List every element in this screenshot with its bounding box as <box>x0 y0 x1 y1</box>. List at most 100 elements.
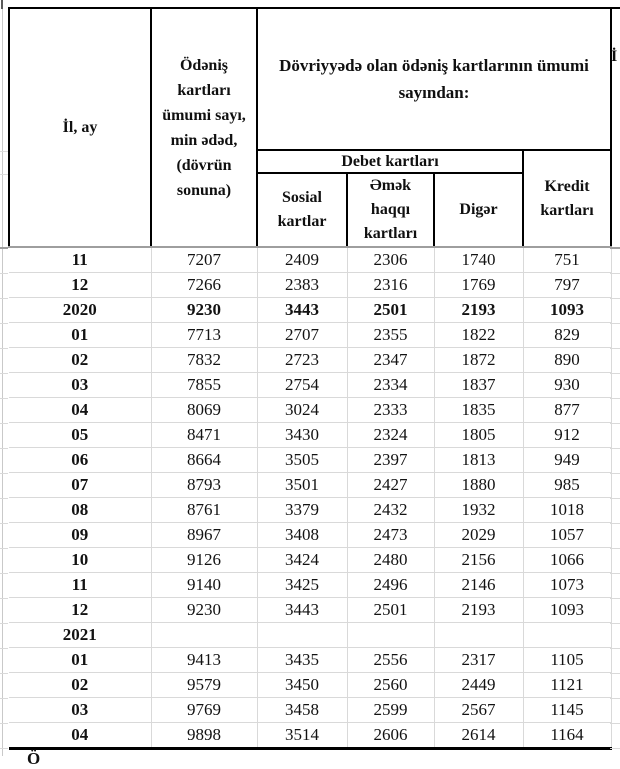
cell-value: 1105 <box>523 647 612 673</box>
table-header: İl, ay Ödəniş kartları ümumi sayı, min ə… <box>8 7 612 248</box>
payment-cards-table: İl, ay Ödəniş kartları ümumi sayı, min ə… <box>8 7 612 750</box>
cell-value: 8069 <box>151 397 258 423</box>
cell-value: 9898 <box>151 722 258 750</box>
cell-value: 2146 <box>434 572 524 598</box>
header-in-circulation-group: Dövriyyədə olan ödəniş kartlarının ümumi… <box>256 7 612 151</box>
cell-value: 3435 <box>257 647 348 673</box>
cell-value: 3501 <box>257 472 348 498</box>
cell-value: 797 <box>523 272 612 298</box>
table-row: 11 9140 3425 2496 2146 1073 <box>9 572 612 598</box>
table-row: 11 7207 2409 2306 1740 751 <box>9 247 612 273</box>
header-social-cards: Sosial kartlar <box>256 172 348 248</box>
clipped-next-column-text: İ <box>611 48 618 65</box>
row-label: 10 <box>9 547 152 573</box>
cell-value: 7266 <box>151 272 258 298</box>
header-total-cards: Ödəniş kartları ümumi sayı, min ədəd, (d… <box>150 7 258 248</box>
cell-value: 2567 <box>434 697 524 723</box>
cell-value: 2449 <box>434 672 524 698</box>
cell-value: 877 <box>523 397 612 423</box>
cell-value: 1740 <box>434 247 524 273</box>
cell-value: 2496 <box>347 572 435 598</box>
cell-value: 1932 <box>434 497 524 523</box>
table-row: 02 9579 3450 2560 2449 1121 <box>9 672 612 698</box>
cell-value: 2707 <box>257 322 348 348</box>
table-row: 07 8793 3501 2427 1880 985 <box>9 472 612 498</box>
gridline-stubs-right <box>610 249 620 751</box>
cell-value: 1813 <box>434 447 524 473</box>
cell-value: 1872 <box>434 347 524 373</box>
cell-value: 1164 <box>523 722 612 750</box>
cell-value: 2723 <box>257 347 348 373</box>
row-label: 2021 <box>9 622 152 648</box>
cell-value: 8664 <box>151 447 258 473</box>
cell-value: 2193 <box>434 297 524 323</box>
row-label: 04 <box>9 722 152 750</box>
cell-value: 9769 <box>151 697 258 723</box>
cell-value: 2606 <box>347 722 435 750</box>
table-body: 11 7207 2409 2306 1740 751 12 7266 2383 2316 1769 7… <box>9 247 612 750</box>
header-gridline-stub-2 <box>0 174 8 175</box>
row-label: 08 <box>9 497 152 523</box>
table-row: 10 9126 3424 2480 2156 1066 <box>9 547 612 573</box>
cell-value: 2324 <box>347 422 435 448</box>
cell-value: 8793 <box>151 472 258 498</box>
cell-value: 3443 <box>257 597 348 623</box>
gridline-stubs-left <box>0 249 8 751</box>
cell-value: 3424 <box>257 547 348 573</box>
cell-value: 1822 <box>434 322 524 348</box>
cell-value <box>151 622 258 648</box>
cell-value <box>434 622 524 648</box>
cell-value: 2501 <box>347 597 435 623</box>
cell-value: 7207 <box>151 247 258 273</box>
table-row: 01 7713 2707 2355 1822 829 <box>9 322 612 348</box>
clipped-footnote-text: Ö <box>27 749 41 768</box>
cell-value: 8761 <box>151 497 258 523</box>
cell-value: 890 <box>523 347 612 373</box>
row-label: 03 <box>9 372 152 398</box>
cell-value: 1145 <box>523 697 612 723</box>
table-row: 04 8069 3024 2333 1835 877 <box>9 397 612 423</box>
row-label: 12 <box>9 597 152 623</box>
row-label: 07 <box>9 472 152 498</box>
cell-value: 2432 <box>347 497 435 523</box>
cell-value: 7855 <box>151 372 258 398</box>
cell-value: 7713 <box>151 322 258 348</box>
cell-value: 2316 <box>347 272 435 298</box>
cell-value: 9413 <box>151 647 258 673</box>
cell-value: 1057 <box>523 522 612 548</box>
cell-value: 1093 <box>523 597 612 623</box>
cell-value: 2306 <box>347 247 435 273</box>
table-row: 06 8664 3505 2397 1813 949 <box>9 447 612 473</box>
cell-value: 9230 <box>151 597 258 623</box>
row-label: 09 <box>9 522 152 548</box>
row-label: 01 <box>9 647 152 673</box>
row-label: 02 <box>9 347 152 373</box>
cell-value: 2383 <box>257 272 348 298</box>
row-label: 11 <box>9 572 152 598</box>
cell-value: 8471 <box>151 422 258 448</box>
table-row: 01 9413 3435 2556 2317 1105 <box>9 647 612 673</box>
cell-value: 3443 <box>257 297 348 323</box>
cell-value: 2480 <box>347 547 435 573</box>
table-row: 09 8967 3408 2473 2029 1057 <box>9 522 612 548</box>
cell-value: 2560 <box>347 672 435 698</box>
row-label: 05 <box>9 422 152 448</box>
cell-value: 2599 <box>347 697 435 723</box>
cell-value: 7832 <box>151 347 258 373</box>
table-row: 12 9230 3443 2501 2193 1093 <box>9 597 612 623</box>
cell-value: 912 <box>523 422 612 448</box>
cell-value: 3505 <box>257 447 348 473</box>
row-label: 06 <box>9 447 152 473</box>
row-label: 03 <box>9 697 152 723</box>
header-bottom-line-right-stub <box>610 247 620 249</box>
cell-value: 2754 <box>257 372 348 398</box>
cell-value: 2556 <box>347 647 435 673</box>
cell-value: 1769 <box>434 272 524 298</box>
header-year-month: İl, ay <box>8 7 152 248</box>
cell-value: 2473 <box>347 522 435 548</box>
row-label: 02 <box>9 672 152 698</box>
cell-value: 1066 <box>523 547 612 573</box>
cell-value: 1805 <box>434 422 524 448</box>
table-row: 04 9898 3514 2606 2614 1164 <box>9 722 612 750</box>
